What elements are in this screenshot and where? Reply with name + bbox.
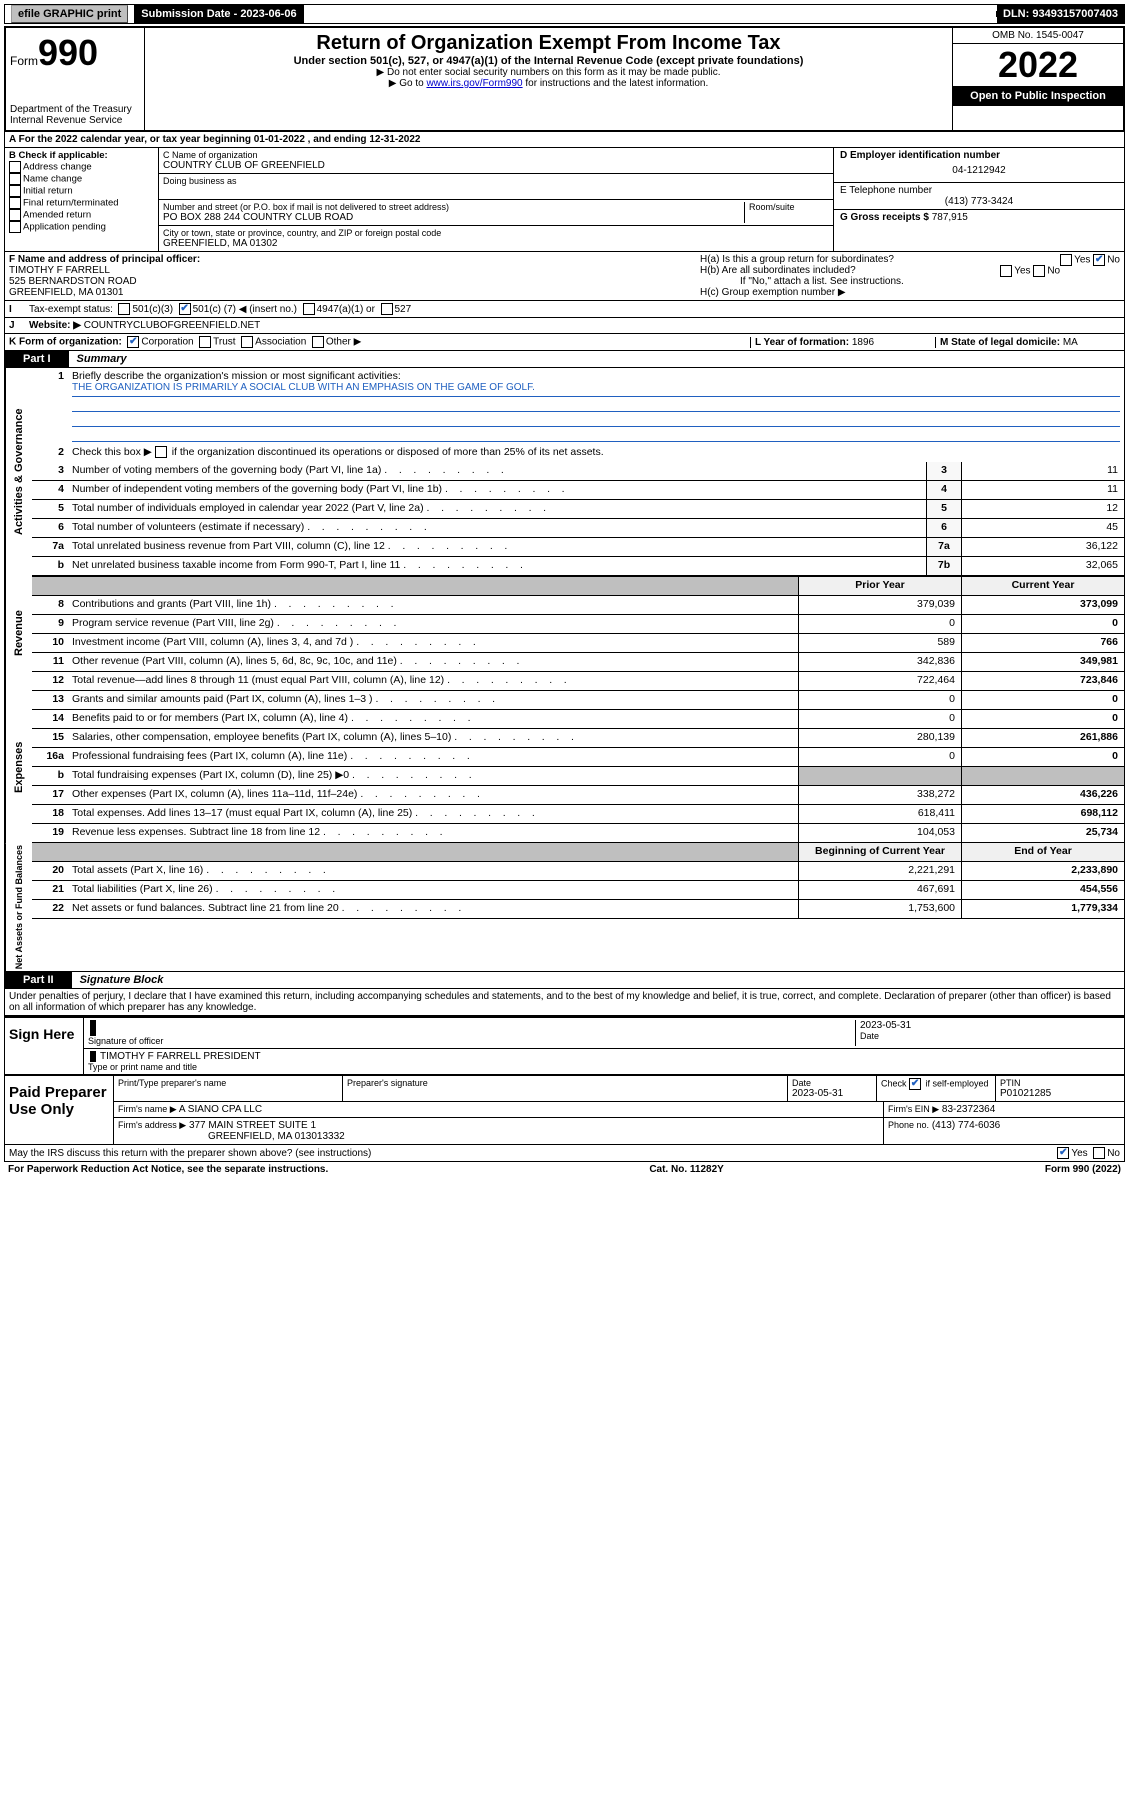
cb-527[interactable] xyxy=(381,303,393,315)
section-klm: K Form of organization: Corporation Trus… xyxy=(4,334,1125,351)
part1-header: Part I Summary xyxy=(4,351,1125,368)
page-footer: For Paperwork Reduction Act Notice, see … xyxy=(4,1162,1125,1177)
discuss-no[interactable] xyxy=(1093,1147,1105,1159)
instructions-link[interactable]: www.irs.gov/Form990 xyxy=(426,78,522,89)
section-de: D Employer identification number 04-1212… xyxy=(834,148,1124,251)
cb-self-employed[interactable] xyxy=(909,1078,921,1090)
paid-preparer-block: Paid Preparer Use Only Print/Type prepar… xyxy=(4,1075,1125,1145)
section-b: B Check if applicable: Address change Na… xyxy=(5,148,159,251)
section-f-h: F Name and address of principal officer:… xyxy=(4,252,1125,301)
phone: (413) 773-3424 xyxy=(840,196,1118,207)
form-header: Form990 Department of the Treasury Inter… xyxy=(4,26,1125,132)
declaration: Under penalties of perjury, I declare th… xyxy=(4,989,1125,1016)
sign-here-block: Sign Here Signature of officer 2023-05-3… xyxy=(4,1016,1125,1075)
summary-revenue: Revenue Prior Year Current Year 8Contrib… xyxy=(4,576,1125,691)
ha-yes[interactable] xyxy=(1060,254,1072,266)
discuss-yes[interactable] xyxy=(1057,1147,1069,1159)
top-toolbar: efile GRAPHIC print Submission Date - 20… xyxy=(4,4,1125,24)
dln: DLN: 93493157007403 xyxy=(997,5,1124,23)
open-inspection: Open to Public Inspection xyxy=(953,86,1123,106)
checkbox-name-change[interactable] xyxy=(9,173,21,185)
website: COUNTRYCLUBOFGREENFIELD.NET xyxy=(84,320,261,331)
efile-button[interactable]: efile GRAPHIC print xyxy=(11,5,128,23)
hb-yes[interactable] xyxy=(1000,265,1012,277)
submission-date: Submission Date - 2023-06-06 xyxy=(135,5,303,23)
cb-assoc[interactable] xyxy=(241,336,253,348)
efile-label: efile GRAPHIC print xyxy=(5,5,135,23)
hb-no[interactable] xyxy=(1033,265,1045,277)
org-name: COUNTRY CLUB OF GREENFIELD xyxy=(163,160,829,171)
summary-expenses: Expenses 13Grants and similar amounts pa… xyxy=(4,691,1125,843)
cb-4947[interactable] xyxy=(303,303,315,315)
form-title: Return of Organization Exempt From Incom… xyxy=(149,32,948,55)
summary-governance: Activities & Governance 1 Briefly descri… xyxy=(4,368,1125,576)
cb-501c[interactable] xyxy=(179,303,191,315)
org-street: PO BOX 288 244 COUNTRY CLUB ROAD xyxy=(163,212,744,223)
discuss-row: May the IRS discuss this return with the… xyxy=(4,1145,1125,1162)
checkbox-final-return[interactable] xyxy=(9,197,21,209)
checkbox-app-pending[interactable] xyxy=(9,221,21,233)
checkbox-amended[interactable] xyxy=(9,209,21,221)
cb-corp[interactable] xyxy=(127,336,139,348)
section-c: C Name of organization COUNTRY CLUB OF G… xyxy=(159,148,834,251)
gross-receipts: 787,915 xyxy=(932,212,968,223)
form-number: 990 xyxy=(38,32,98,73)
identity-grid: B Check if applicable: Address change Na… xyxy=(4,148,1125,252)
cb-501c3[interactable] xyxy=(118,303,130,315)
row-a-period: A For the 2022 calendar year, or tax yea… xyxy=(4,132,1125,148)
ein: 04-1212942 xyxy=(840,161,1118,180)
checkbox-initial-return[interactable] xyxy=(9,185,21,197)
tax-year: 2022 xyxy=(953,44,1123,86)
ha-no[interactable] xyxy=(1093,254,1105,266)
checkbox-address-change[interactable] xyxy=(9,161,21,173)
mission-text: THE ORGANIZATION IS PRIMARILY A SOCIAL C… xyxy=(72,382,1120,397)
section-i: I Tax-exempt status: 501(c)(3) 501(c) (7… xyxy=(4,301,1125,318)
section-j: J Website: ▶ COUNTRYCLUBOFGREENFIELD.NET xyxy=(4,318,1125,334)
org-city: GREENFIELD, MA 01302 xyxy=(163,238,829,249)
summary-netassets: Net Assets or Fund Balances Beginning of… xyxy=(4,843,1125,972)
cb-other[interactable] xyxy=(312,336,324,348)
cb-discontinued[interactable] xyxy=(155,446,167,458)
omb: OMB No. 1545-0047 xyxy=(953,28,1123,44)
cb-trust[interactable] xyxy=(199,336,211,348)
part2-header: Part II Signature Block xyxy=(4,972,1125,989)
